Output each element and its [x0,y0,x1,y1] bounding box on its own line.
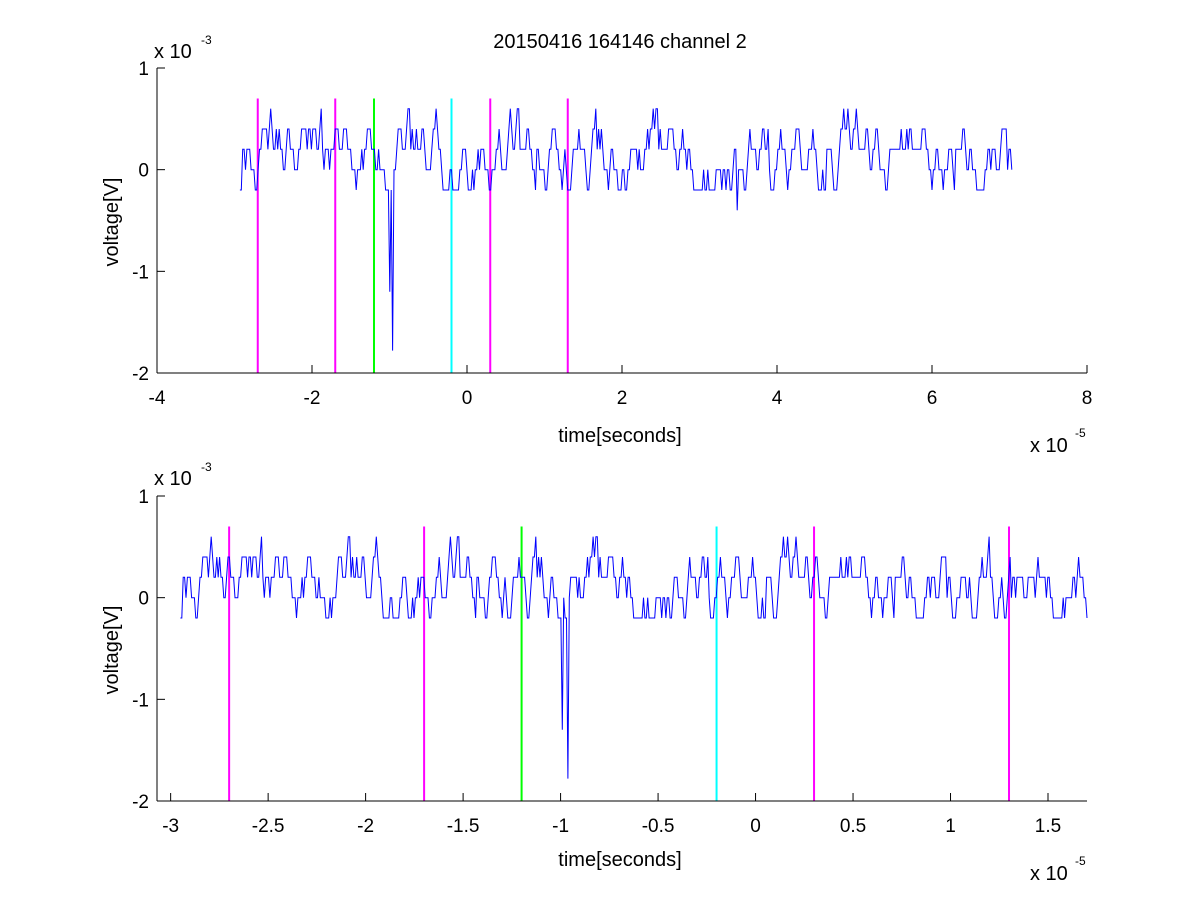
x-ticks-top: -4 -2 0 2 4 6 8 [149,365,1093,409]
trace-top [239,108,1013,351]
x-tick-label: 0.5 [840,816,866,837]
subplot-top: -4 -2 0 2 4 6 8 -2-101 time[seconds] voltage[V… [101,33,1092,457]
voltage-trace [239,108,1013,351]
x-tick-label: -2 [304,388,321,409]
y-ticks-bottom: -2 -1 0 1 [132,487,165,813]
x-tick-label: -1 [552,816,569,837]
x-tick-label: -2 [357,816,374,837]
y-tick-label: -2 [132,792,149,813]
y-axis-label-bottom: voltage[V] [101,606,123,695]
y-tick-label: -2 [132,364,149,385]
marker-lines-bottom [228,526,1011,801]
marker-lines-top [256,98,569,373]
x-tick-label: 0 [462,388,473,409]
y-tick-label: 0 [138,161,149,182]
x-multiplier-base-bottom: x 10 [1030,863,1068,885]
y-tick-label: -1 [132,690,149,711]
x-tick-label: -4 [149,388,166,409]
x-tick-label: 1 [945,816,956,837]
subplot-bottom: -3 -2.5 -2 -1.5 -1 -0.5 0 0.5 1 1.5 -2 -1 0 1 time[s… [101,460,1088,885]
y-tick-label: 0 [138,589,149,610]
x-axis-label-top: time[seconds] [558,425,681,447]
x-tick-label: -3 [162,816,179,837]
x-tick-label: 4 [772,388,783,409]
y-axis-label-top: voltage[V] [101,178,123,267]
x-axis-label-bottom: time[seconds] [558,849,681,871]
y-tick-label: 1 [138,487,149,508]
x-tick-label: 2 [617,388,628,409]
voltage-trace [180,536,1088,779]
y-ticks-top: -2 -1 0 1 [132,59,165,385]
trace-bottom [180,536,1088,779]
x-tick-label: 0 [750,816,761,837]
x-tick-label: -2.5 [252,816,285,837]
y-tick-label: 1 [138,59,149,80]
x-multiplier-exponent-top: -5 [1075,426,1086,440]
y-multiplier-exponent-bottom: -3 [201,460,212,474]
y-multiplier-exponent-top: -3 [201,33,212,47]
x-tick-label: 8 [1082,388,1093,409]
x-tick-label: 6 [927,388,938,409]
x-ticks-bottom: -3 -2.5 -2 -1.5 -1 -0.5 0 0.5 1 1.5 [162,793,1061,837]
y-tick-label: -1 [132,262,149,283]
x-tick-label: -1.5 [447,816,480,837]
axes-bottom [156,496,1087,802]
figure-title: 20150416 164146 channel 2 [493,31,747,53]
x-multiplier-exponent-bottom: -5 [1075,854,1086,868]
y-multiplier-base-top: x 10 [154,41,192,63]
y-multiplier-base-bottom: x 10 [154,468,192,490]
x-tick-label: 1.5 [1035,816,1061,837]
x-multiplier-base-top: x 10 [1030,435,1068,457]
x-tick-label: -0.5 [642,816,675,837]
